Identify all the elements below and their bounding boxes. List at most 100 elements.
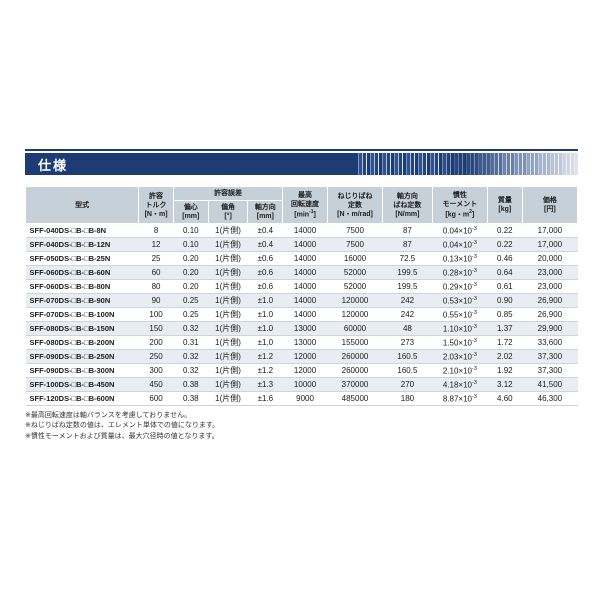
- cell-inertia: 0.04×10-3: [432, 237, 488, 253]
- header-tolerance-group: 許容誤差: [172, 185, 284, 202]
- cell-torsional-spring: 260000: [327, 349, 383, 365]
- cell-price: 20,000: [522, 251, 578, 267]
- cell-mass: 0.22: [487, 223, 523, 239]
- cell-max-speed: 14000: [282, 251, 328, 267]
- cell-angular: 1(片側): [208, 307, 248, 323]
- cell-mass: 2.02: [487, 349, 523, 365]
- cell-angular: 1(片側): [208, 293, 248, 309]
- cell-inertia: 4.18×10-3: [432, 377, 488, 393]
- header-axial: 軸方向 [mm]: [247, 200, 284, 225]
- table-row: SFF-100DS-□B-□B-450N 450 0.38 1(片側) ±1.3 1000…: [25, 377, 578, 393]
- cell-max-speed: 13000: [282, 335, 328, 351]
- footnote: ※慣性モーメントおよび質量は、最大穴径時の値となります。: [25, 432, 219, 440]
- cell-model: SFF-070DS-□B-□B-90N: [25, 293, 139, 309]
- cell-axial: ±1.0: [247, 307, 283, 323]
- cell-angular: 1(片側): [208, 321, 248, 337]
- cell-angular: 1(片側): [208, 349, 248, 365]
- cell-inertia: 0.04×10-3: [432, 223, 488, 239]
- cell-angular: 1(片側): [208, 251, 248, 267]
- table-row: SFF-040DS-□B-□B-12N 12 0.10 1(片側) ±0.4 14000 7…: [25, 237, 578, 253]
- cell-inertia: 1.10×10-3: [432, 321, 488, 337]
- spec-section: 仕様 型式 許容 トルク [N・m] 許容誤差 最高 回転速度 [min-1] ねじりば…: [24, 149, 579, 442]
- cell-mass: 3.12: [487, 377, 523, 393]
- cell-max-speed: 13000: [282, 321, 328, 337]
- cell-axial: ±0.6: [247, 251, 283, 267]
- cell-torque: 300: [138, 363, 174, 379]
- cell-model: SFF-060DS-□B-□B-60N: [25, 265, 139, 281]
- cell-max-speed: 14000: [282, 237, 328, 253]
- cell-axial: ±1.3: [247, 377, 283, 393]
- header-torque: 許容 トルク [N・m]: [138, 185, 174, 225]
- table-row: SFF-120DS-□B-□B-600N 600 0.38 1(片側) ±1.6 9000…: [25, 391, 578, 407]
- cell-max-speed: 12000: [282, 349, 328, 365]
- cell-eccentricity: 0.10: [173, 237, 209, 253]
- cell-torsional-spring: 52000: [327, 279, 383, 295]
- table-row: SFF-080DS-□B-□B-200N 200 0.31 1(片側) ±1.0 1300…: [25, 335, 578, 351]
- cell-torsional-spring: 7500: [327, 223, 383, 239]
- cell-max-speed: 10000: [282, 377, 328, 393]
- cell-angular: 1(片側): [208, 237, 248, 253]
- cell-max-speed: 14000: [282, 223, 328, 239]
- cell-price: 23,000: [522, 279, 578, 295]
- cell-price: 33,600: [522, 335, 578, 351]
- cell-price: 37,300: [522, 363, 578, 379]
- cell-axial: ±0.6: [247, 265, 283, 281]
- cell-max-speed: 14000: [282, 307, 328, 323]
- table-row: SFF-090DS-□B-□B-250N 250 0.32 1(片側) ±1.2 1200…: [25, 349, 578, 365]
- cell-axial-spring: 87: [382, 237, 433, 253]
- cell-mass: 0.64: [487, 265, 523, 281]
- cell-mass: 0.61: [487, 279, 523, 295]
- cell-inertia: 1.50×10-3: [432, 335, 488, 351]
- cell-axial-spring: 160.5: [382, 363, 433, 379]
- cell-torque: 8: [138, 223, 174, 239]
- spec-table: 型式 許容 トルク [N・m] 許容誤差 最高 回転速度 [min-1] ねじりばね 定数…: [24, 185, 579, 407]
- cell-torque: 25: [138, 251, 174, 267]
- cell-model: SFF-090DS-□B-□B-250N: [25, 349, 139, 365]
- header-inertia: 慣性 モーメント [kg・m2]: [431, 185, 488, 225]
- cell-axial: ±0.6: [247, 279, 283, 295]
- cell-axial: ±1.0: [247, 293, 283, 309]
- cell-model: SFF-070DS-□B-□B-100N: [25, 307, 139, 323]
- table-row: SFF-060DS-□B-□B-60N 60 0.20 1(片側) ±0.6 14000 5…: [25, 265, 578, 281]
- cell-axial-spring: 242: [382, 293, 433, 309]
- cell-inertia: 2.03×10-3: [432, 349, 488, 365]
- cell-torsional-spring: 120000: [327, 307, 383, 323]
- cell-angular: 1(片側): [208, 335, 248, 351]
- cell-axial-spring: 180: [382, 391, 433, 407]
- header-max-speed: 最高 回転速度 [min-1]: [282, 185, 328, 225]
- cell-model: SFF-040DS-□B-□B-8N: [25, 223, 139, 239]
- cell-price: 17,000: [522, 237, 578, 253]
- cell-inertia: 8.87×10-3: [432, 391, 488, 407]
- cell-eccentricity: 0.32: [173, 349, 209, 365]
- cell-torque: 250: [138, 349, 174, 365]
- footnote: ※最高回転速度は軸バランスを考慮しておりません。: [25, 412, 192, 420]
- cell-inertia: 0.13×10-3: [432, 251, 488, 267]
- cell-max-speed: 14000: [282, 279, 328, 295]
- cell-eccentricity: 0.20: [173, 265, 209, 281]
- cell-price: 26,900: [522, 307, 578, 323]
- cell-axial-spring: 87: [382, 223, 433, 239]
- cell-axial: ±1.2: [247, 349, 283, 365]
- cell-torsional-spring: 60000: [327, 321, 383, 337]
- cell-model: SFF-080DS-□B-□B-150N: [25, 321, 139, 337]
- cell-eccentricity: 0.38: [173, 391, 209, 407]
- cell-axial: ±1.0: [247, 321, 283, 337]
- footnote: ※ねじりばね定数の値は、エレメント単体での値になります。: [25, 422, 220, 430]
- cell-torque: 150: [138, 321, 174, 337]
- cell-angular: 1(片側): [208, 265, 248, 281]
- spec-table-header: 型式 許容 トルク [N・m] 許容誤差 最高 回転速度 [min-1] ねじりばね 定数…: [24, 185, 579, 225]
- page-title: 仕様: [38, 157, 69, 173]
- header-axial-spring: 軸方向 ばね定数 [N/mm]: [382, 185, 433, 225]
- header-mass: 質量 [kg]: [486, 185, 523, 225]
- cell-axial: ±1.0: [247, 335, 283, 351]
- cell-model: SFF-100DS-□B-□B-450N: [25, 377, 139, 393]
- cell-max-speed: 14000: [282, 293, 328, 309]
- cell-torque: 90: [138, 293, 174, 309]
- cell-model: SFF-050DS-□B-□B-25N: [25, 251, 139, 267]
- cell-torque: 200: [138, 335, 174, 351]
- cell-axial-spring: 199.5: [382, 265, 433, 281]
- cell-torsional-spring: 52000: [327, 265, 383, 281]
- header-torsional-spring: ねじりばね 定数 [N・m/rad]: [326, 185, 384, 225]
- table-row: SFF-050DS-□B-□B-25N 25 0.20 1(片側) ±0.6 14000 1…: [25, 251, 578, 267]
- decorative-stripes: [355, 153, 578, 175]
